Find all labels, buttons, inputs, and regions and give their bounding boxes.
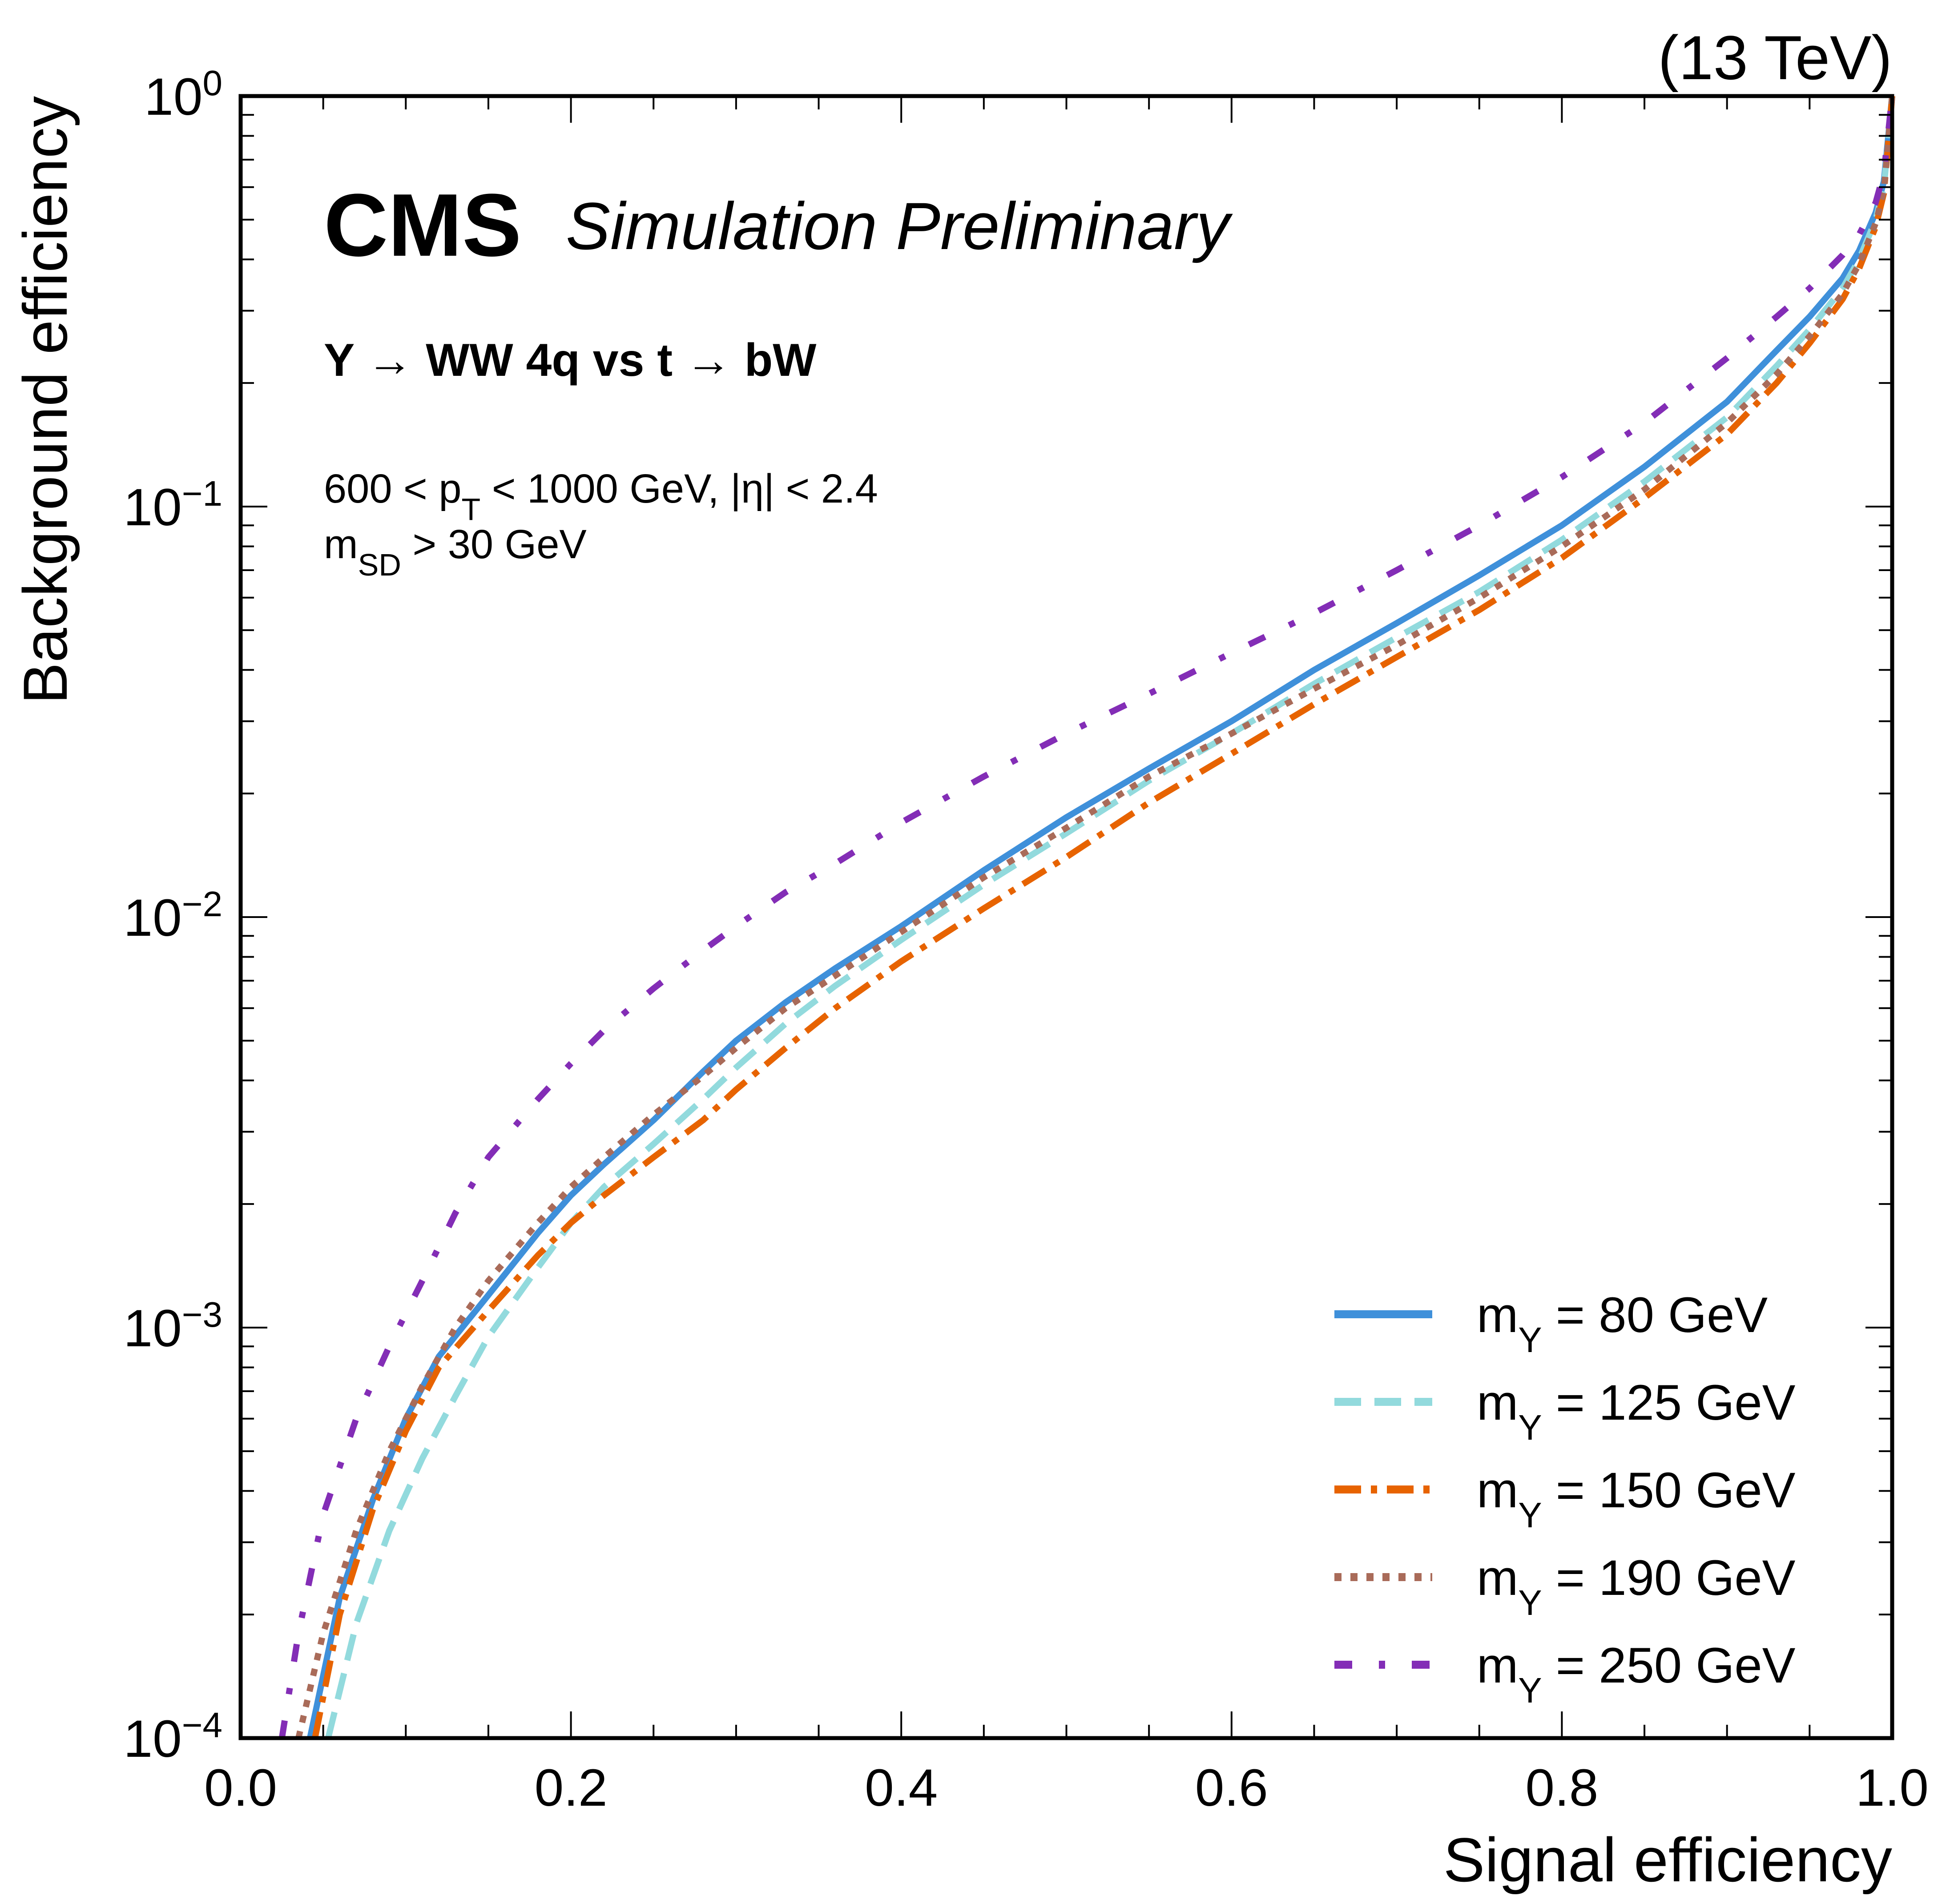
process-annotation: Y → WW 4q vs t → bW xyxy=(324,334,817,386)
kinematic-cut-annotation: 600 < pT < 1000 GeV, |η| < 2.4 xyxy=(324,466,878,527)
series-line-my-80 xyxy=(307,96,1895,1739)
mass-cut-annotation: mSD > 30 GeV xyxy=(324,522,587,582)
plot-frame xyxy=(238,94,1894,1740)
legend-label: mY = 80 GeV xyxy=(1477,1287,1768,1360)
x-tick-label: 0.4 xyxy=(865,1759,938,1817)
x-axis-title: Signal efficiency xyxy=(1443,1825,1892,1895)
x-tick-label: 0.6 xyxy=(1195,1759,1268,1817)
x-tick-label: 1.0 xyxy=(1856,1759,1929,1817)
series-line-my-125 xyxy=(325,96,1895,1739)
legend-entry-my-125: mY = 125 GeV xyxy=(1334,1375,1796,1447)
legend-label: mY = 150 GeV xyxy=(1477,1462,1796,1535)
y-tick-label: 10−2 xyxy=(124,884,222,948)
legend: mY = 80 GeV mY = 125 GeV mY = 150 GeV mY = … xyxy=(1334,1287,1796,1710)
legend-label: mY = 190 GeV xyxy=(1477,1550,1796,1622)
legend-entry-my-190: mY = 190 GeV xyxy=(1334,1550,1796,1622)
legend-entry-my-80: mY = 80 GeV xyxy=(1334,1287,1768,1360)
y-axis-title: Background efficiency xyxy=(10,96,80,704)
y-tick-label: 100 xyxy=(144,63,222,127)
experiment-extra-label: Simulation Preliminary xyxy=(566,189,1233,263)
y-tick-labels: 100 10−1 10−2 10−3 10−4 xyxy=(124,63,222,1769)
series-line-my-150 xyxy=(312,96,1895,1739)
x-tick-label: 0.8 xyxy=(1525,1759,1598,1817)
y-tick-label: 10−1 xyxy=(124,474,222,537)
x-tick-label: 0.2 xyxy=(535,1759,608,1817)
y-tick-label: 10−4 xyxy=(124,1705,222,1769)
y-tick-label: 10−3 xyxy=(124,1295,222,1358)
legend-label: mY = 250 GeV xyxy=(1477,1638,1796,1710)
legend-entry-my-150: mY = 150 GeV xyxy=(1334,1462,1796,1535)
series-line-my-190 xyxy=(295,96,1895,1739)
x-tick-labels: 0.0 0.2 0.4 0.6 0.8 1.0 xyxy=(204,1759,1929,1817)
experiment-label: CMS xyxy=(324,176,521,275)
series-layer xyxy=(278,96,1895,1739)
legend-label: mY = 125 GeV xyxy=(1477,1375,1796,1447)
energy-label: (13 TeV) xyxy=(1658,23,1892,93)
legend-entry-my-250: mY = 250 GeV xyxy=(1334,1638,1796,1710)
x-tick-label: 0.0 xyxy=(204,1759,277,1817)
